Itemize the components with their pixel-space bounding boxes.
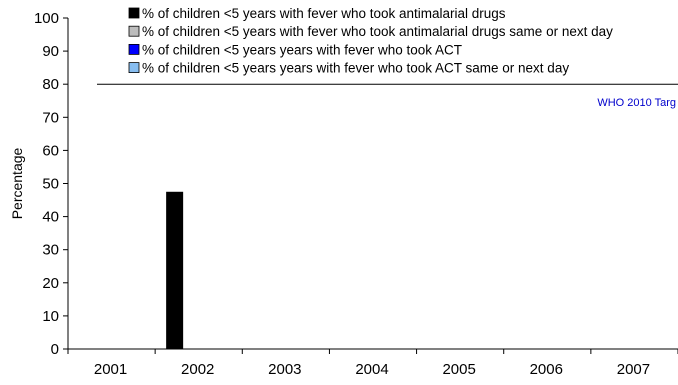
x-tick-label: 2004	[355, 361, 388, 378]
legend-swatch	[128, 25, 140, 37]
legend-swatch	[128, 7, 140, 19]
y-tick-label: 70	[42, 109, 59, 126]
y-tick-label: 60	[42, 142, 59, 159]
legend-label: % of children <5 years with fever who to…	[142, 6, 506, 21]
x-tick-label: 2002	[181, 361, 214, 378]
bars	[166, 191, 184, 349]
x-tick-label: 2006	[530, 361, 563, 378]
legend-label: % of children <5 years years with fever …	[142, 42, 462, 57]
x-tick-label: 2001	[94, 361, 127, 378]
y-tick-label: 10	[42, 308, 59, 325]
legend: % of children <5 years with fever who to…	[128, 6, 613, 76]
axes: 0 10 20 30 40 50 60 70 80 90 100 2001 2002 2003 2004 20…	[34, 10, 678, 378]
y-tick-label: 0	[51, 341, 59, 358]
bar	[166, 191, 184, 349]
target-line-group: WHO 2010 Targ	[97, 83, 678, 109]
target-label: WHO 2010 Targ	[597, 97, 676, 109]
y-tick-label: 40	[42, 209, 59, 226]
legend-label: % of children <5 years with fever who to…	[142, 24, 613, 39]
y-tick-label: 80	[42, 76, 59, 93]
x-tick-label: 2007	[617, 361, 650, 378]
legend-swatch	[128, 62, 140, 73]
legend-swatch	[128, 44, 140, 55]
x-tick-label: 2003	[268, 361, 301, 378]
legend-label: % of children <5 years years with fever …	[142, 61, 569, 76]
y-axis-label: Percentage	[9, 147, 25, 219]
y-tick-label: 50	[42, 176, 59, 193]
y-tick-label: 20	[42, 275, 59, 292]
y-tick-label: 30	[42, 242, 59, 259]
y-tick-label: 90	[42, 43, 59, 60]
x-tick-label: 2005	[442, 361, 475, 378]
y-tick-label: 100	[34, 10, 59, 27]
